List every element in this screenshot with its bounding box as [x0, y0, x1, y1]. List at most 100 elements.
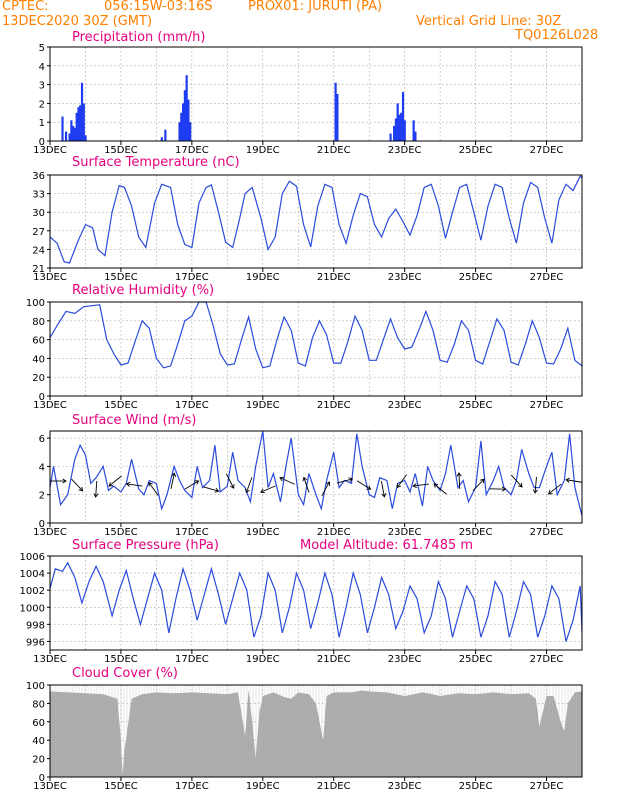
- series-line-humidity: [49, 301, 583, 369]
- wind-arrow-shaft: [148, 482, 159, 496]
- wind-arrow-head: [433, 483, 439, 488]
- precip-bar: [400, 112, 403, 141]
- panel-humidity: 0 20 40 60 80 100 13DEC 15DEC 17DEC 19DEC 21DEC 23D…: [26, 283, 583, 411]
- wind-arrow-head: [194, 480, 200, 485]
- x-tick-label: 13DEC: [33, 781, 67, 792]
- wind-arrow-shaft: [95, 480, 98, 498]
- y-tick-label: 40: [32, 354, 45, 365]
- precip-bar: [412, 120, 415, 141]
- y-tick-label: 60: [32, 718, 45, 729]
- precip-bar: [164, 129, 167, 141]
- wind-arrow: [260, 485, 276, 494]
- wind-arrow-head: [260, 488, 265, 494]
- wind-arrow-head: [245, 488, 250, 494]
- header-date: 13DEC2020 30Z (GMT): [2, 14, 153, 29]
- y-tick-label: 21: [32, 264, 45, 275]
- y-tick-label: 30: [32, 208, 45, 219]
- panel-pressure: 996 998 1000 1002 1004 1006 13DEC 15DEC 17DEC 19D…: [20, 538, 583, 665]
- panel-wind: 0 2 4 6 13DEC 15DEC 17DEC 19DEC 21DEC 23DEC 25DEC 2…: [33, 413, 583, 538]
- wind-arrow-shaft: [548, 483, 562, 495]
- precip-bar: [189, 122, 192, 141]
- x-tick-label: 15DEC: [104, 781, 138, 792]
- wind-arrow-shaft: [170, 473, 175, 489]
- wind-arrow-shaft: [380, 481, 385, 497]
- wind-arrow-shaft: [184, 480, 199, 490]
- x-tick-label: 21DEC: [317, 272, 351, 283]
- wind-arrow-shaft: [245, 477, 253, 493]
- precip-bar: [75, 112, 78, 141]
- wind-arrow: [184, 480, 200, 490]
- plot-frame: [49, 684, 583, 778]
- x-tick-label: 25DEC: [459, 781, 493, 792]
- x-tick-label: 27DEC: [530, 272, 564, 283]
- wind-arrow-head: [108, 482, 114, 487]
- precip-bar: [182, 103, 185, 141]
- precip-bar: [336, 94, 339, 141]
- x-tick-label: 19DEC: [246, 400, 280, 411]
- wind-arrow-shaft: [458, 472, 461, 490]
- x-tick-label: 19DEC: [246, 781, 280, 792]
- wind-arrow: [456, 472, 462, 490]
- precip-bar: [61, 116, 64, 141]
- precip-bar: [79, 105, 82, 141]
- x-tick-label: 15DEC: [104, 145, 138, 156]
- wind-arrow-head: [518, 482, 523, 488]
- wind-arrow: [225, 473, 235, 489]
- wind-arrow-shaft: [108, 475, 122, 487]
- series-line-wind: [49, 430, 583, 517]
- wind-arrow-head: [125, 481, 131, 487]
- x-tick-label: 25DEC: [459, 272, 493, 283]
- wind-arrow: [71, 478, 84, 492]
- x-tick-label: 27DEC: [530, 145, 564, 156]
- precip-bar: [70, 120, 73, 141]
- wind-arrow-shaft: [413, 483, 430, 487]
- precip-bar: [403, 120, 406, 141]
- x-tick-label: 13DEC: [33, 145, 67, 156]
- wind-arrow-head: [565, 477, 570, 483]
- x-tick-label: 23DEC: [388, 654, 422, 665]
- wind-arrow-head: [532, 489, 538, 494]
- wind-arrow-head: [62, 478, 67, 484]
- y-tick-label: 1006: [20, 552, 45, 563]
- x-tick-label: 15DEC: [104, 400, 138, 411]
- series-line-temperature: [49, 175, 583, 264]
- y-tick-label: 4: [39, 462, 45, 473]
- x-tick-label: 25DEC: [459, 654, 493, 665]
- wind-arrow: [356, 480, 372, 490]
- x-tick-label: 17DEC: [175, 527, 209, 538]
- wind-arrow-head: [229, 484, 235, 489]
- wind-arrow: [510, 474, 523, 488]
- wind-arrow-head: [78, 486, 84, 492]
- y-tick-label: 1004: [20, 569, 45, 580]
- wind-arrow: [433, 483, 447, 495]
- x-tick-label: 23DEC: [388, 272, 422, 283]
- y-tick-label: 3: [39, 81, 45, 92]
- precip-bar: [82, 103, 85, 141]
- precip-bar: [185, 75, 188, 141]
- panel-precipitation: 0 1 2 3 4 5 13DEC 15DEC 17DEC 19DEC 21DEC 23DEC 25DE…: [33, 30, 583, 156]
- y-tick-label: 1002: [20, 586, 45, 597]
- wind-arrow: [547, 483, 562, 495]
- precip-bar: [72, 125, 75, 141]
- precip-bar: [160, 137, 163, 141]
- x-tick-label: 13DEC: [33, 527, 67, 538]
- precip-bar: [80, 82, 84, 141]
- x-tick-label: 25DEC: [459, 145, 493, 156]
- precip-bar: [398, 114, 401, 141]
- series-line-pressure: [49, 561, 583, 642]
- wind-arrow-shaft: [433, 483, 447, 495]
- y-tick-label: 2: [39, 491, 45, 502]
- wind-arrow-shaft: [303, 477, 310, 493]
- x-tick-label: 17DEC: [175, 400, 209, 411]
- wind-arrow-shaft: [356, 480, 371, 490]
- wind-arrow-shaft: [71, 478, 83, 492]
- wind-arrow-head: [480, 478, 485, 484]
- precip-bar: [178, 122, 181, 141]
- wind-arrow-head: [93, 493, 99, 498]
- wind-arrow-head: [366, 485, 372, 490]
- y-tick-label: 6: [39, 434, 45, 445]
- wind-arrow-shaft: [260, 485, 276, 493]
- wind-arrow-shaft: [396, 474, 408, 488]
- y-tick-label: 1: [39, 118, 45, 129]
